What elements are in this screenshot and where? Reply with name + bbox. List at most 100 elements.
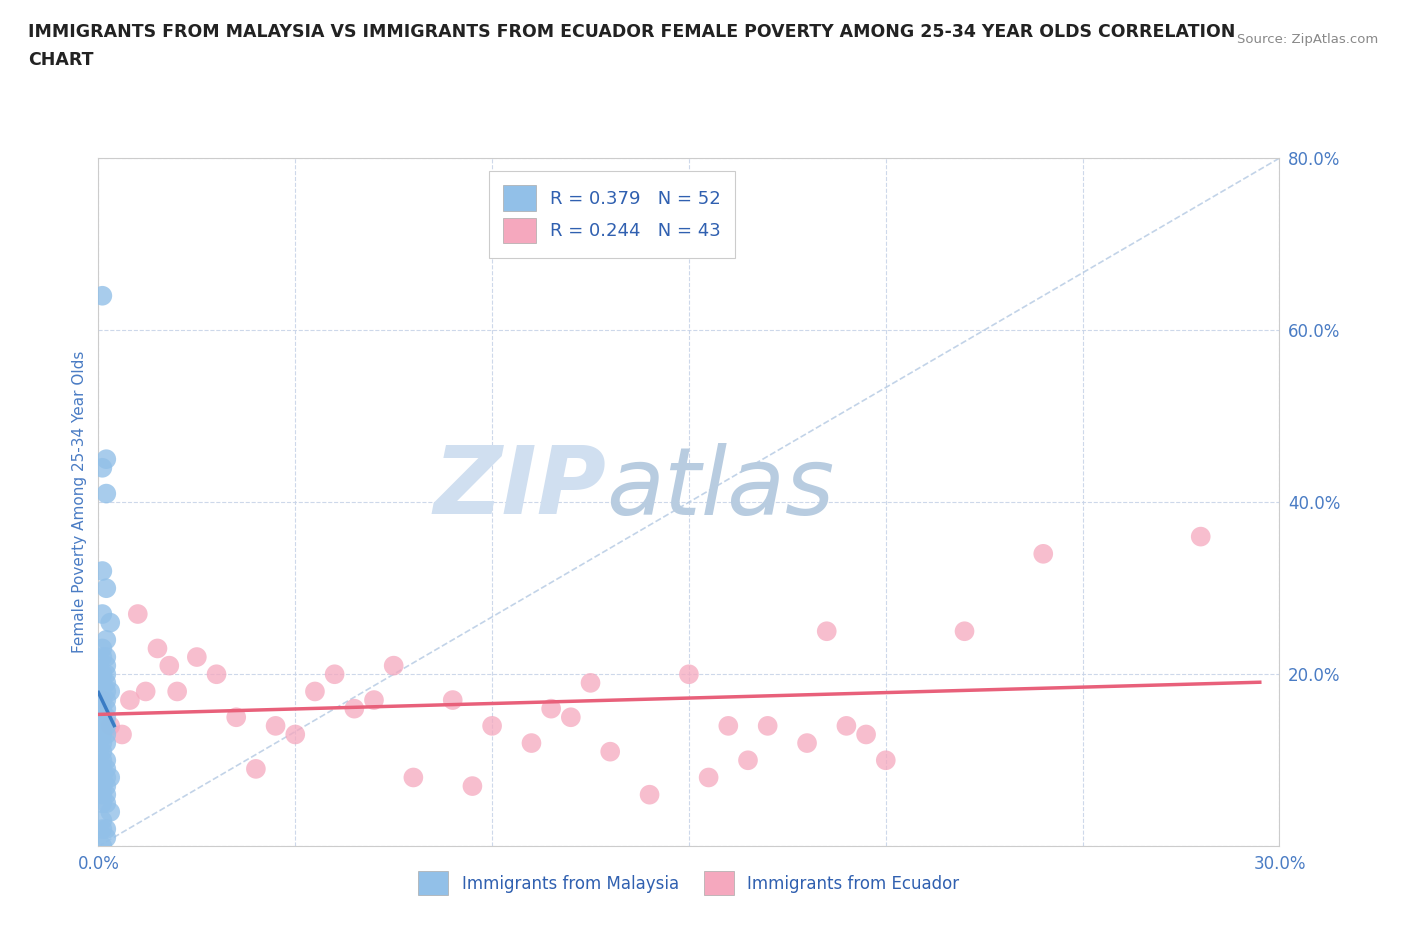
Point <box>91 753 114 768</box>
Legend: Immigrants from Malaysia, Immigrants from Ecuador: Immigrants from Malaysia, Immigrants fro… <box>411 863 967 903</box>
Point <box>91 727 114 742</box>
Point <box>91 710 114 724</box>
Point <box>91 693 114 708</box>
Point <box>96 736 118 751</box>
Point <box>304 684 326 699</box>
Point <box>540 701 562 716</box>
Y-axis label: Female Poverty Among 25-34 Year Olds: Female Poverty Among 25-34 Year Olds <box>72 351 87 654</box>
Point <box>91 460 114 475</box>
Point <box>91 606 114 621</box>
Point <box>91 770 114 785</box>
Point <box>127 606 149 621</box>
Point <box>953 624 976 639</box>
Point <box>96 650 118 665</box>
Point <box>96 710 118 724</box>
Point <box>96 701 118 716</box>
Point <box>402 770 425 785</box>
Point <box>96 727 118 742</box>
Point <box>166 684 188 699</box>
Point <box>96 762 118 777</box>
Point <box>91 822 114 837</box>
Point <box>441 693 464 708</box>
Point <box>815 624 838 639</box>
Point <box>638 787 661 802</box>
Point <box>96 632 118 647</box>
Text: CHART: CHART <box>28 51 94 69</box>
Point <box>91 675 114 690</box>
Point <box>91 762 114 777</box>
Point <box>91 693 114 708</box>
Point <box>737 753 759 768</box>
Text: Source: ZipAtlas.com: Source: ZipAtlas.com <box>1237 33 1378 46</box>
Point <box>91 701 114 716</box>
Point <box>264 718 287 733</box>
Point <box>91 787 114 802</box>
Point <box>560 710 582 724</box>
Point <box>323 667 346 682</box>
Point <box>91 744 114 759</box>
Point <box>756 718 779 733</box>
Point <box>98 804 121 819</box>
Point <box>91 667 114 682</box>
Point <box>245 762 267 777</box>
Point <box>96 787 118 802</box>
Point <box>96 770 118 785</box>
Point <box>520 736 543 751</box>
Point <box>96 486 118 501</box>
Point <box>91 839 114 854</box>
Point <box>363 693 385 708</box>
Point <box>157 658 180 673</box>
Point <box>111 727 134 742</box>
Point <box>697 770 720 785</box>
Point <box>98 616 121 631</box>
Point <box>96 580 118 596</box>
Point <box>91 641 114 656</box>
Point <box>855 727 877 742</box>
Point <box>205 667 228 682</box>
Point <box>1189 529 1212 544</box>
Point <box>98 684 121 699</box>
Point <box>579 675 602 690</box>
Point <box>1032 547 1054 562</box>
Point <box>96 452 118 467</box>
Text: IMMIGRANTS FROM MALAYSIA VS IMMIGRANTS FROM ECUADOR FEMALE POVERTY AMONG 25-34 Y: IMMIGRANTS FROM MALAYSIA VS IMMIGRANTS F… <box>28 23 1236 41</box>
Point <box>96 693 118 708</box>
Point <box>98 718 121 733</box>
Point <box>96 753 118 768</box>
Point <box>96 667 118 682</box>
Point <box>91 650 114 665</box>
Point <box>461 778 484 793</box>
Point <box>717 718 740 733</box>
Point <box>91 288 114 303</box>
Text: ZIP: ZIP <box>433 443 606 535</box>
Point <box>835 718 858 733</box>
Point <box>875 753 897 768</box>
Point <box>96 658 118 673</box>
Text: atlas: atlas <box>606 443 835 534</box>
Point <box>91 813 114 828</box>
Point <box>96 830 118 845</box>
Point <box>96 684 118 699</box>
Point <box>91 667 114 682</box>
Point <box>481 718 503 733</box>
Point <box>96 778 118 793</box>
Point <box>382 658 405 673</box>
Point <box>135 684 157 699</box>
Point <box>91 778 114 793</box>
Point <box>343 701 366 716</box>
Point <box>96 822 118 837</box>
Point <box>796 736 818 751</box>
Point <box>678 667 700 682</box>
Point <box>91 796 114 811</box>
Point <box>96 796 118 811</box>
Point <box>118 693 141 708</box>
Point <box>225 710 247 724</box>
Point <box>96 718 118 733</box>
Point <box>91 718 114 733</box>
Point <box>186 650 208 665</box>
Point <box>91 564 114 578</box>
Point <box>599 744 621 759</box>
Point <box>284 727 307 742</box>
Point <box>98 770 121 785</box>
Point <box>146 641 169 656</box>
